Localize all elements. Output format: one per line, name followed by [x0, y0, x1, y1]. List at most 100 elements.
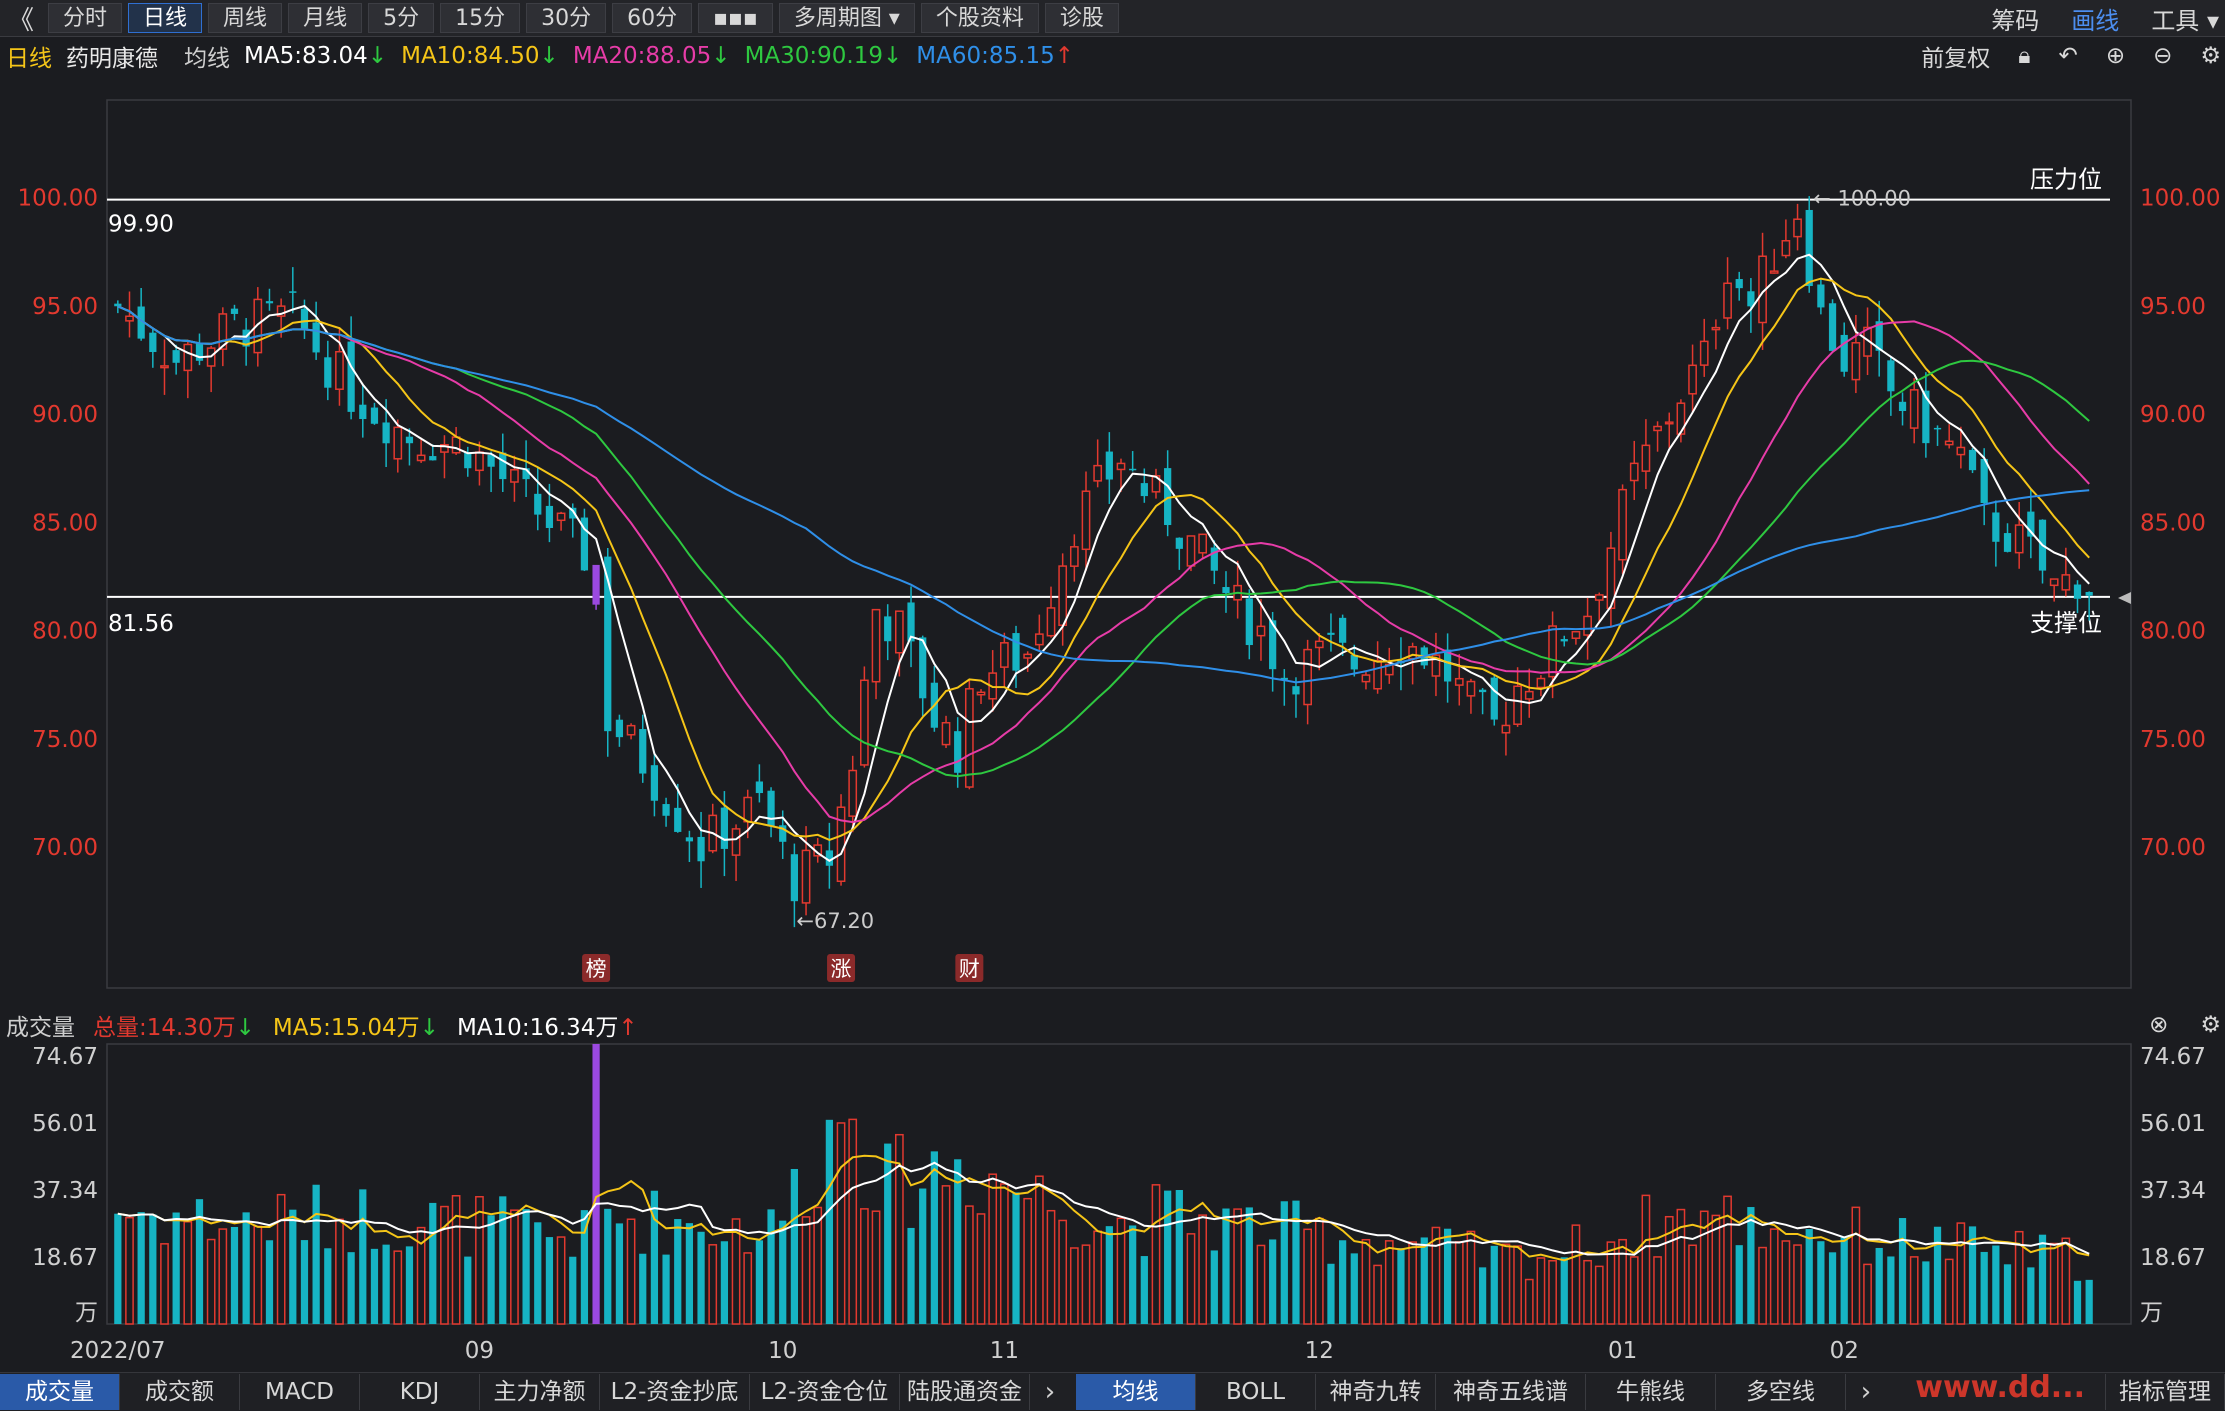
volume-bar [884, 1143, 892, 1324]
chart-controls: 前复权 🔒︎ ↶ ⊕ ⊖ ⚙ [1907, 36, 2225, 76]
volume-bar [451, 1195, 461, 1325]
event-marker-badge[interactable] [955, 954, 984, 982]
volume-bar [2014, 1230, 2024, 1325]
candle-body [1875, 321, 1883, 351]
price-panel-frame [106, 99, 2132, 989]
candle-body [464, 452, 472, 469]
lock-icon[interactable]: 🔒︎ [2018, 43, 2031, 69]
volume-bar [2085, 1279, 2093, 1324]
candle-body [1129, 468, 1137, 471]
volume-bar [2038, 1234, 2047, 1324]
draw-line-button[interactable]: 画线 [2071, 6, 2120, 35]
close-icon[interactable]: ⊗ [2149, 1012, 2169, 1038]
volume-ma5: MA5:15.04万↓ [273, 1008, 439, 1042]
volume-bar [265, 1240, 274, 1324]
gear-icon[interactable]: ⚙ [2200, 1012, 2221, 1038]
chevron-right-icon[interactable]: › [1860, 1377, 1872, 1407]
event-marker-text[interactable]: 财 [959, 957, 980, 981]
volume-bar [1956, 1222, 1966, 1325]
candle-body [1280, 677, 1288, 680]
indicator-tab[interactable]: 成交额 [120, 1374, 240, 1410]
indicator-manage-button[interactable]: 指标管理 [2105, 1374, 2225, 1410]
ma10-text: MA10:84.50 [401, 43, 540, 69]
period-toolbar: 《 分时 日线 周线 月线 5分 15分 30分 60分 ▪▪▪ 多周期图 ▾ 个股资料 诊股 筹码 … [0, 0, 2225, 37]
volume-bar [685, 1223, 694, 1324]
overlay-tab[interactable]: 神奇五线谱 [1436, 1374, 1586, 1410]
volume-bar [779, 1220, 787, 1324]
overlay-tab[interactable]: 多空线 [1716, 1374, 1846, 1410]
candle-body [230, 308, 239, 314]
candle-body [1828, 303, 1837, 351]
volume-bar [242, 1212, 250, 1324]
ma-label[interactable]: 均线 [184, 46, 230, 72]
gear-icon[interactable]: ⚙ [2200, 43, 2221, 69]
chip-distribution-button[interactable]: 筹码 [1991, 6, 2040, 35]
period-button[interactable]: 15分 [440, 3, 521, 33]
volume-title[interactable]: 成交量 [6, 1015, 75, 1041]
volume-bar [930, 1151, 938, 1324]
event-marker-text[interactable]: 榜 [586, 957, 607, 981]
period-button[interactable]: 月线 [288, 3, 363, 33]
indicator-tab[interactable]: L2-资金抄底 [600, 1374, 750, 1410]
candle-body [1292, 686, 1300, 695]
overlay-tab[interactable]: 均线 [1076, 1374, 1196, 1410]
indicator-tab[interactable]: 成交量 [0, 1374, 120, 1410]
period-button[interactable]: 5分 [368, 3, 435, 33]
price-tick-label-left: 85.00 [32, 510, 98, 536]
period-button[interactable]: 60分 [612, 3, 693, 33]
indicator-tab[interactable]: 陆股通资金 [900, 1374, 1030, 1410]
zoom-out-icon[interactable]: ⊖ [2153, 43, 2173, 69]
volume-bar [1840, 1236, 1848, 1324]
adjust-mode-button[interactable]: 前复权 [1921, 46, 1991, 72]
candle-body [1641, 444, 1651, 472]
indicator-tab[interactable]: L2-资金仓位 [750, 1374, 900, 1410]
undo-icon[interactable]: ↶ [2058, 43, 2078, 69]
period-button[interactable]: 周线 [208, 3, 283, 33]
price-tick-label-right: 80.00 [2140, 619, 2206, 645]
candle-body [195, 342, 204, 361]
volume-bar [276, 1193, 286, 1325]
volume-bar [1933, 1226, 1942, 1324]
support-resistance-lines[interactable]: 99.90 压力位 81.56 支撑位 [107, 166, 2110, 637]
chevron-right-icon[interactable]: › [1044, 1377, 1056, 1407]
period-button[interactable]: 个股资料 [920, 3, 1039, 33]
kline-chart[interactable]: 100.00 100.00 95.00 95.00 90.00 90.00 85.00 85.… [0, 0, 2225, 1372]
volume-bar [522, 1209, 530, 1324]
event-marker-text[interactable]: 涨 [831, 957, 852, 981]
period-button[interactable]: ▪▪▪ [698, 3, 773, 33]
price-tick-label-right: 100.00 [2140, 185, 2220, 211]
period-button[interactable]: 30分 [526, 3, 607, 33]
event-marker-badge[interactable] [582, 954, 611, 982]
volume-bar [1676, 1208, 1686, 1325]
period-button[interactable]: 日线 [128, 3, 203, 33]
back-icon[interactable]: 《 [8, 5, 35, 36]
volume-bar [1863, 1263, 1872, 1325]
indicator-tab[interactable]: MACD [240, 1374, 360, 1410]
period-button[interactable]: 分时 [48, 3, 123, 33]
volume-bar [825, 1119, 833, 1324]
volume-tick-label-left: 万 [75, 1300, 98, 1326]
horizontal-line-value: 99.90 [108, 212, 174, 238]
overlay-tab[interactable]: 神奇九转 [1316, 1374, 1436, 1410]
indicator-tab[interactable]: 主力净额 [480, 1374, 600, 1410]
indicator-tabs: 成交量 成交额 MACD KDJ 主力净额 L2-资金抄底 L2-资金仓位 陆股通资金 [0, 1374, 1030, 1410]
volume-bar [1478, 1267, 1487, 1324]
period-button[interactable]: 多周期图 ▾ [778, 3, 915, 33]
indicator-tab[interactable]: KDJ [360, 1374, 480, 1410]
price-tick-label-right: 85.00 [2140, 510, 2206, 536]
volume-ma10: MA10:16.34万↑ [457, 1008, 638, 1042]
watermark: www.dd... [1915, 1370, 2085, 1405]
candle-body [114, 303, 122, 307]
volume-bar [1501, 1243, 1511, 1325]
event-marker-badge[interactable] [827, 954, 856, 982]
candle-body [1676, 402, 1686, 435]
zoom-in-icon[interactable]: ⊕ [2105, 43, 2126, 69]
volume-bar [1664, 1215, 1674, 1325]
overlay-tab[interactable]: 牛熊线 [1586, 1374, 1716, 1410]
tools-menu-button[interactable]: 工具 ▾ [2151, 6, 2219, 35]
volume-bar [976, 1213, 986, 1325]
overlay-tab[interactable]: BOLL [1196, 1374, 1316, 1410]
candle-body [1069, 546, 1079, 567]
event-markers[interactable]: 榜涨财 [582, 954, 984, 982]
period-button[interactable]: 诊股 [1044, 3, 1119, 33]
